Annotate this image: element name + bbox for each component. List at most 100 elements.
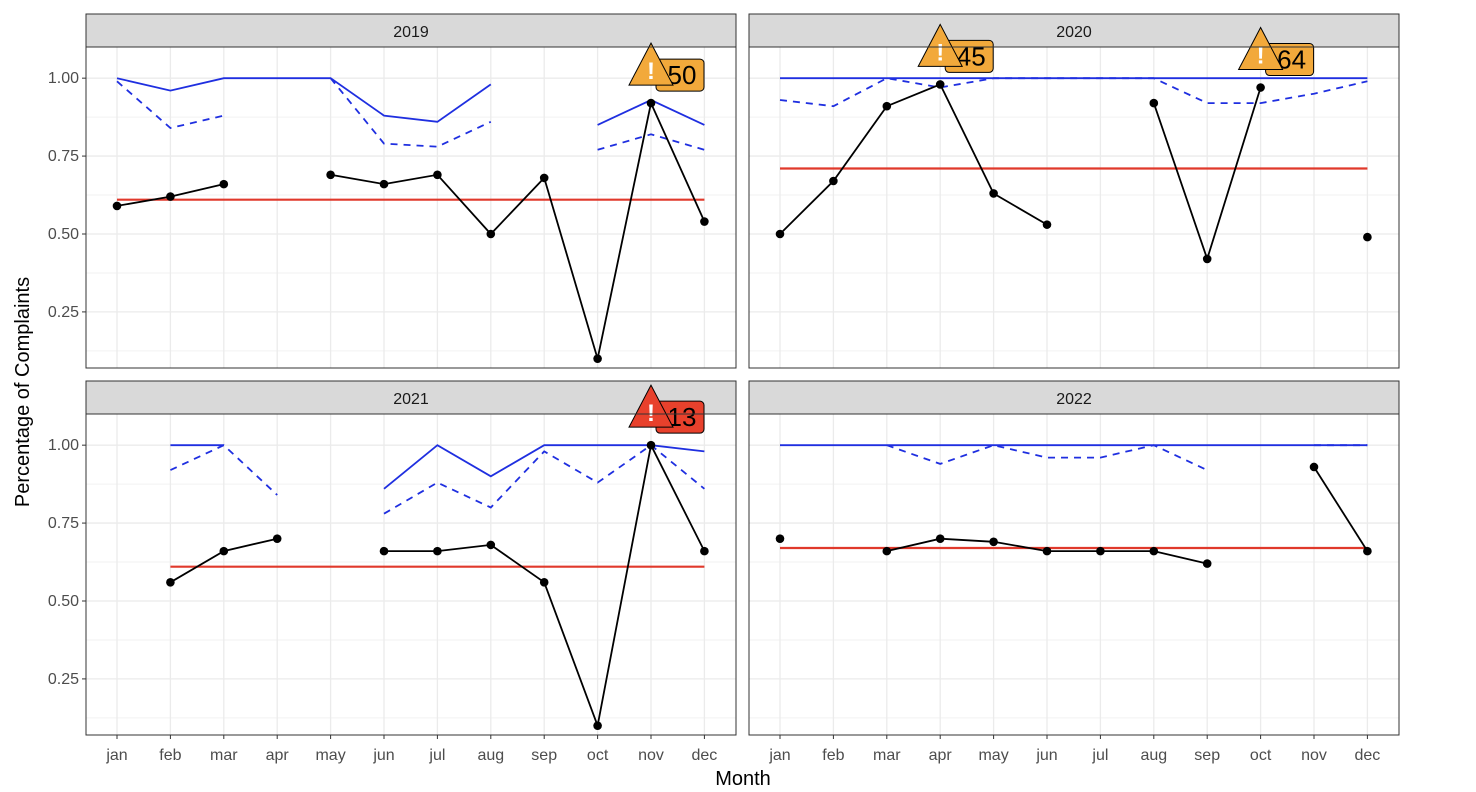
upper-warning-line: [116, 80, 225, 129]
x-tick-label: aug: [477, 747, 504, 764]
observed-point: [775, 534, 785, 543]
observed-point: [1256, 83, 1265, 92]
upper-warning-line: [597, 133, 705, 151]
x-tick-label: oct: [587, 747, 609, 764]
panel-strip: [85, 380, 737, 415]
observed-point: [593, 721, 602, 730]
x-tick-label: dec: [692, 747, 718, 764]
x-tick-label: apr: [266, 747, 290, 764]
x-tick-label: dec: [1355, 747, 1381, 764]
panel-border: [85, 46, 737, 369]
x-tick-label: jun: [1035, 747, 1057, 764]
observed-point: [700, 546, 709, 556]
observed-point: [112, 201, 122, 211]
observed-point: [1096, 546, 1105, 556]
observed-point: [326, 170, 335, 180]
panel-strip: [748, 13, 1400, 48]
observed-point: [272, 534, 282, 543]
y-tick-label: 1.00: [48, 70, 79, 87]
observed-point: [433, 546, 442, 556]
observed-point: [1042, 220, 1052, 229]
panel-border: [748, 46, 1400, 369]
x-tick-label: nov: [1301, 747, 1327, 764]
x-tick-label: jul: [428, 747, 445, 764]
panel-strip: [85, 13, 737, 48]
observed-point: [646, 98, 656, 108]
warning-icon-mark: !: [647, 58, 655, 85]
observed-point: [1363, 232, 1372, 242]
observed-point: [829, 176, 838, 186]
observed-point: [989, 189, 998, 198]
upper-limit-line: [116, 77, 492, 123]
observed-line: [779, 83, 1048, 235]
x-tick-label: sep: [1194, 747, 1220, 764]
panel-strip: [748, 380, 1400, 415]
y-tick-label: 0.50: [48, 226, 79, 243]
observed-point: [1363, 546, 1372, 556]
observed-point: [433, 170, 442, 180]
x-tick-label: feb: [822, 747, 844, 764]
y-axis-title: Percentage of Complaints: [12, 277, 34, 507]
panel-background: [749, 47, 1399, 368]
observed-point: [486, 540, 496, 550]
x-tick-label: oct: [1250, 747, 1272, 764]
observed-point: [700, 217, 709, 226]
observed-point: [379, 179, 389, 189]
observed-point: [1202, 559, 1212, 568]
y-tick-label: 0.25: [48, 671, 79, 688]
panel-title: 2019: [393, 24, 429, 41]
y-tick-label: 0.25: [48, 304, 79, 321]
panel-background: [749, 414, 1399, 735]
observed-point: [1042, 546, 1052, 556]
panel-title: 2021: [393, 391, 429, 408]
observed-point: [166, 577, 175, 587]
observed-point: [1202, 254, 1212, 264]
observed-point: [775, 229, 785, 239]
observed-point: [539, 577, 549, 587]
observed-point: [1309, 462, 1319, 472]
observed-point: [935, 534, 945, 543]
x-tick-label: jun: [372, 747, 394, 764]
panel-title: 2022: [1056, 391, 1092, 408]
warning-icon-mark: !: [936, 39, 944, 66]
observed-line: [330, 100, 706, 359]
x-tick-label: jul: [1091, 747, 1108, 764]
observed-point: [219, 179, 229, 189]
warning-icon: [917, 23, 964, 67]
y-tick-label: 0.75: [48, 515, 79, 532]
observed-point: [882, 546, 892, 556]
x-tick-label: may: [978, 747, 1008, 764]
observed-point: [539, 173, 549, 183]
upper-warning-line: [329, 77, 492, 148]
x-tick-label: aug: [1140, 747, 1167, 764]
y-tick-label: 0.75: [48, 148, 79, 165]
panel-border: [85, 413, 737, 736]
x-tick-label: sep: [531, 747, 557, 764]
warning-icon: [628, 384, 674, 428]
observed-point: [935, 80, 945, 89]
observed-point: [166, 192, 175, 201]
x-tick-label: jan: [768, 747, 790, 764]
observed-point: [989, 537, 998, 547]
panel-title: 2020: [1056, 24, 1092, 41]
observed-point: [646, 440, 656, 450]
x-axis-title: Month: [715, 768, 771, 790]
warning-icon-mark: !: [1257, 43, 1265, 70]
observed-point: [219, 546, 229, 556]
observed-point: [593, 354, 602, 363]
y-tick-label: 1.00: [48, 437, 79, 454]
x-tick-label: nov: [638, 747, 664, 764]
panel-border: [748, 413, 1400, 736]
observed-point: [882, 101, 892, 111]
observed-point: [486, 229, 496, 239]
panel-background: [86, 47, 736, 368]
x-tick-label: feb: [159, 747, 181, 764]
y-tick-label: 0.50: [48, 593, 79, 610]
x-tick-label: mar: [210, 747, 238, 764]
x-tick-label: may: [315, 747, 345, 764]
warning-icon: [628, 42, 674, 86]
observed-point: [1149, 98, 1159, 108]
x-tick-label: mar: [873, 747, 901, 764]
observed-point: [1149, 546, 1159, 556]
